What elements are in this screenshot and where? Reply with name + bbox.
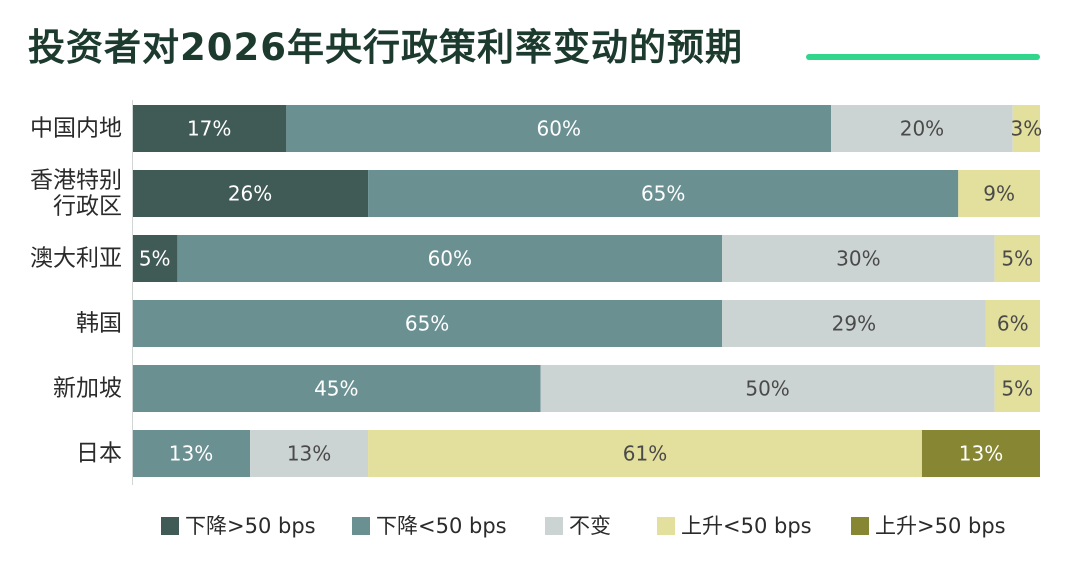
bar-segment [994,365,1040,412]
bar-segment [958,170,1040,217]
bar-segment [132,430,251,477]
bar-segment [132,365,541,412]
bar-segment [368,170,959,217]
data-label: 13% [169,442,213,466]
data-label: 60% [537,117,581,141]
data-label: 45% [314,377,358,401]
data-label: 60% [428,247,472,271]
legend-label: 下降<50 bps [376,514,507,538]
bar-segment [722,235,995,282]
category-label: 新加坡 [53,376,122,402]
category-label: 澳大利亚 [30,246,122,272]
legend-label: 不变 [569,514,611,538]
data-label: 6% [997,312,1029,336]
data-label: 61% [623,442,667,466]
category-label: 韩国 [76,311,122,337]
legend-label: 上升<50 bps [681,514,812,538]
data-label: 65% [641,182,685,206]
data-label: 17% [187,117,231,141]
data-label: 3% [1011,117,1043,141]
data-label: 13% [287,442,331,466]
legend-swatch [851,517,869,535]
data-label: 5% [139,247,171,271]
bar-segment [177,235,723,282]
legend-label: 下降>50 bps [185,514,316,538]
legend: 下降>50 bps 下降<50 bps 不变 上升<50 bps 上升>50 bps [161,514,1006,538]
bar-segment [286,105,832,152]
data-label: 65% [405,312,449,336]
bar-segment [985,300,1040,347]
legend-label: 上升>50 bps [875,514,1006,538]
chart-title: 投资者对2026年央行政策利率变动的预期 [28,26,743,69]
data-label: 9% [983,182,1015,206]
bar-group: 17% 60% 20% 3% 26% 65% 9% 5% 60% 30% 5% 65% 29% 6% 45%… [132,100,1042,485]
legend-swatch [657,517,675,535]
bar-segment [994,235,1040,282]
data-label: 20% [900,117,944,141]
category-label: 日本 [76,441,122,467]
legend-swatch [161,517,179,535]
bar-segment [722,300,986,347]
bar-segment [132,170,369,217]
bar-segment [921,430,1040,477]
data-label: 26% [228,182,272,206]
bar-segment [1012,105,1040,152]
category-label: 中国内地 [30,116,122,142]
data-label: 13% [959,442,1003,466]
bar-segment [368,430,922,477]
legend-swatch [352,517,370,535]
data-label: 5% [1001,247,1033,271]
bar-segment [250,430,369,477]
data-label: 50% [745,377,789,401]
bar-segment [132,105,287,152]
bar-segment [132,300,723,347]
bar-segment [540,365,995,412]
legend-swatch [545,517,563,535]
title-accent-line [806,54,1040,60]
data-label: 29% [832,312,876,336]
category-label: 香港特别 [30,168,122,194]
data-label: 5% [1001,377,1033,401]
bar-segment [132,235,178,282]
data-label: 30% [836,247,880,271]
bar-segment [831,105,1013,152]
category-label: 行政区 [53,194,122,220]
